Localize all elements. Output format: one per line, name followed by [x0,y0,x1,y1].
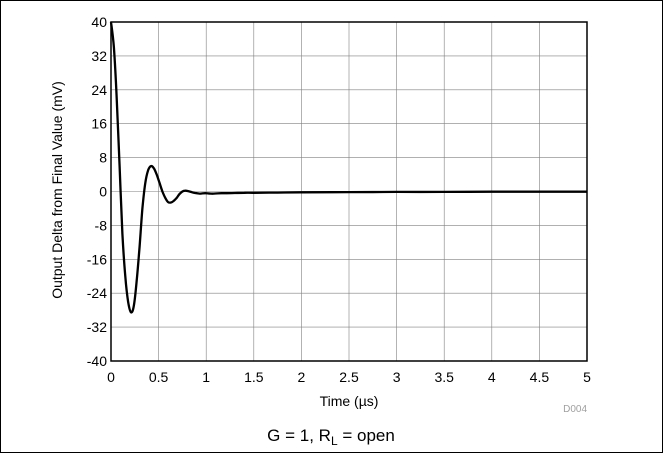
caption-subscript: L [331,434,338,448]
x-tick-label: 1.5 [244,369,264,385]
y-tick-label: -40 [87,353,107,369]
caption-suffix: = open [338,426,395,445]
chart-caption: G = 1, RL = open [267,426,395,448]
series-layer [109,21,587,314]
caption-prefix: G = 1, R [267,426,331,445]
x-tick-label: 0.5 [149,369,169,385]
x-tick-label: 1 [202,369,210,385]
y-tick-label: 0 [99,184,107,200]
y-tick-label: 16 [91,116,107,132]
x-tick-label: 3 [393,369,401,385]
y-tick-label: -8 [95,217,108,233]
x-tick-label: 3.5 [434,369,454,385]
x-tick-label: 5 [583,369,591,385]
x-tick-label: 0 [107,369,115,385]
y-tick-label: 40 [91,14,107,30]
x-tick-label: 2 [298,369,306,385]
x-tick-label: 4 [488,369,496,385]
plot-border [110,21,588,362]
x-tick-label: 4.5 [530,369,550,385]
x-axis-label: Time (µs) [320,393,379,409]
y-tick-label: -24 [87,285,107,301]
y-tick-label: 8 [99,150,107,166]
y-tick-label: -32 [87,319,107,335]
y-axis-label: Output Delta from Final Value (mV) [49,81,65,299]
y-tick-label: 32 [91,48,107,64]
y-tick-label: 24 [91,82,107,98]
x-tick-labels: 0 0.5 1 1.5 2 2.5 3 3.5 4 4.5 5 [107,369,591,385]
x-tick-label: 2.5 [339,369,359,385]
series-line [109,21,587,314]
y-tick-labels: 40 32 24 16 8 0 -8 -16 -24 -32 -40 [87,14,107,369]
figure-code: D004 [563,404,587,415]
y-tick-label: -16 [87,251,107,267]
